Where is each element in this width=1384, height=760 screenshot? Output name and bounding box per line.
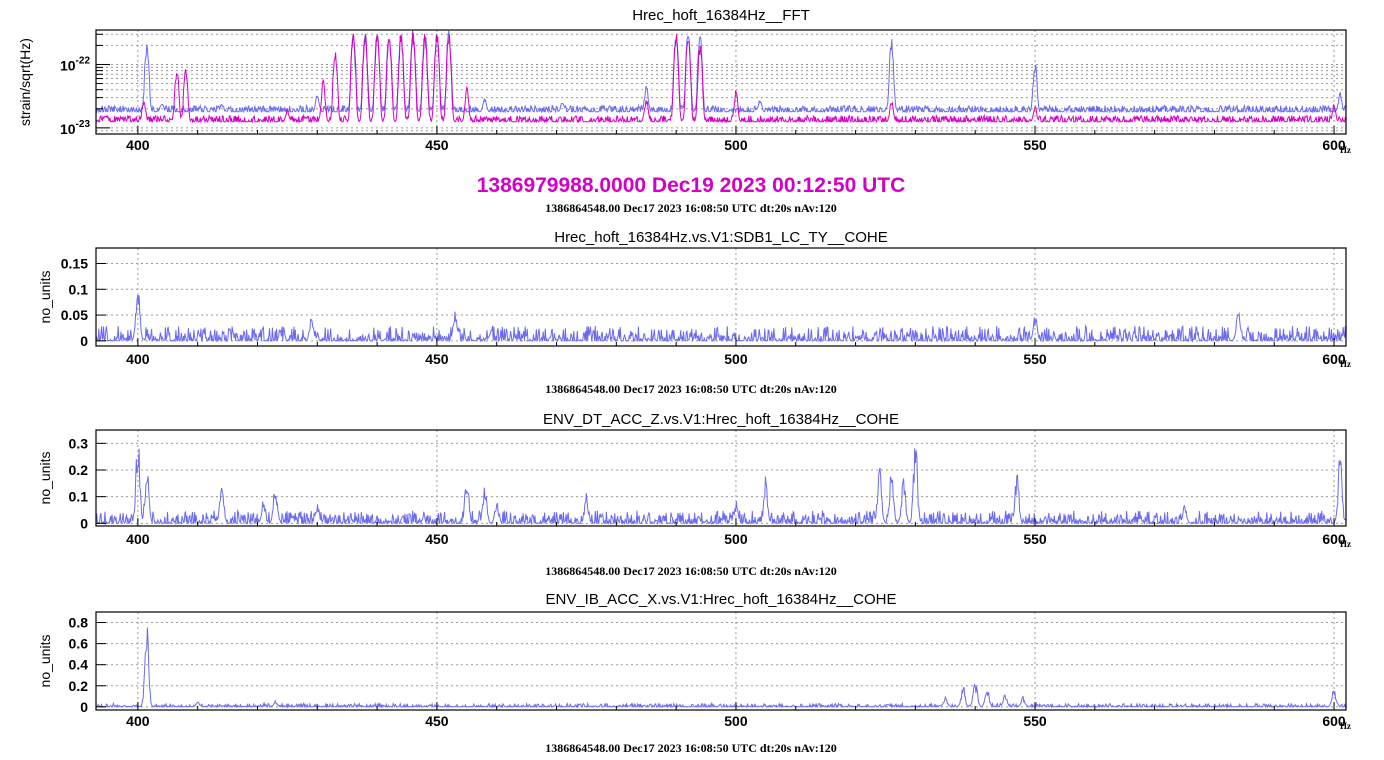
x-axis-unit: Hz	[1340, 359, 1351, 369]
y-tick-label: 0.4	[69, 657, 89, 673]
x-axis-unit: Hz	[1340, 145, 1351, 155]
x-tick-label: 400	[126, 351, 150, 367]
x-tick-label: 450	[425, 351, 449, 367]
y-tick-label: 0.8	[69, 615, 89, 631]
y-tick-label: 0	[80, 333, 88, 349]
x-tick-label: 600	[1322, 531, 1346, 547]
time-stamp: 1386979988.0000 Dec19 2023 00:12:50 UTC	[477, 174, 906, 197]
coherence-panel-ib-acc-x: ENV_IB_ACC_X.vs.V1:Hrec_hoft_16384Hz__CO…	[0, 588, 1384, 760]
x-tick-label: 550	[1023, 531, 1047, 547]
y-tick-label: 0.2	[69, 462, 89, 478]
x-tick-label: 500	[724, 713, 748, 729]
coherence-panel-dt-acc-z: ENV_DT_ACC_Z.vs.V1:Hrec_hoft_16384Hz__CO…	[0, 410, 1384, 582]
chart-footer: 1386864548.00 Dec17 2023 16:08:50 UTC dt…	[545, 382, 836, 396]
x-tick-label: 500	[724, 137, 748, 153]
coherence-panel-sdb1: Hrec_hoft_16384Hz.vs.V1:SDB1_LC_TY__COHE…	[0, 228, 1384, 398]
series-line-1	[95, 30, 1347, 124]
y-axis: 0 0.2 0.4 0.6 0.8 no_units	[37, 615, 106, 715]
x-tick-label: 600	[1322, 713, 1346, 729]
chart-footer: 1386864548.00 Dec17 2023 16:08:50 UTC dt…	[545, 741, 836, 755]
series-line-0	[95, 448, 1347, 526]
x-tick-label: 500	[724, 351, 748, 367]
y-axis-label: no_units	[37, 452, 53, 505]
x-tick-label: 450	[425, 137, 449, 153]
plot-frame	[95, 247, 1347, 347]
series-line-0	[95, 30, 1347, 114]
chart-title: Hrec_hoft_16384Hz.vs.V1:SDB1_LC_TY__COHE	[554, 229, 888, 246]
y-tick-label: 0.15	[61, 255, 88, 271]
y-tick-label: 10-23	[60, 119, 90, 137]
y-axis-label: strain/sqrt(Hz)	[17, 38, 33, 126]
plot-frame	[95, 429, 1347, 527]
grid	[96, 430, 1346, 526]
series-line-0	[95, 294, 1347, 343]
y-tick-label: 10-22	[60, 55, 90, 73]
x-tick-label: 550	[1023, 351, 1047, 367]
y-axis: 0 0.05 0.1 0.15 no_units	[37, 255, 106, 349]
y-axis: 10-23 10-22 strain/sqrt(Hz)	[17, 33, 110, 137]
ib-acc-x-coherence-chart: ENV_IB_ACC_X.vs.V1:Hrec_hoft_16384Hz__CO…	[37, 591, 1351, 755]
y-tick-label: 0.05	[61, 307, 88, 323]
chart-title: ENV_DT_ACC_Z.vs.V1:Hrec_hoft_16384Hz__CO…	[543, 411, 899, 428]
x-tick-label: 450	[425, 713, 449, 729]
chart-footer: 1386864548.00 Dec17 2023 16:08:50 UTC dt…	[545, 201, 836, 214]
x-axis-unit: Hz	[1340, 721, 1351, 731]
grid	[96, 612, 1346, 710]
y-tick-label: 0	[80, 515, 88, 531]
x-tick-label: 400	[126, 531, 150, 547]
plot-frame	[95, 611, 1347, 711]
x-tick-label: 600	[1322, 351, 1346, 367]
x-axis-unit: Hz	[1340, 539, 1351, 549]
chart-title: Hrec_hoft_16384Hz__FFT	[632, 7, 810, 24]
series-line-0	[95, 627, 1347, 709]
x-tick-label: 550	[1023, 713, 1047, 729]
y-axis: 0 0.1 0.2 0.3 no_units	[37, 435, 106, 531]
chart-title: ENV_IB_ACC_X.vs.V1:Hrec_hoft_16384Hz__CO…	[545, 591, 896, 608]
y-tick-label: 0.3	[69, 435, 89, 451]
x-tick-label: 450	[425, 531, 449, 547]
dt-acc-z-coherence-chart: ENV_DT_ACC_Z.vs.V1:Hrec_hoft_16384Hz__CO…	[37, 411, 1351, 578]
y-axis-label: no_units	[37, 635, 53, 688]
y-tick-label: 0.2	[69, 678, 89, 694]
x-tick-label: 550	[1023, 137, 1047, 153]
y-tick-label: 0	[80, 699, 88, 715]
x-tick-label: 400	[126, 137, 150, 153]
y-axis-label: no_units	[37, 271, 53, 324]
x-tick-label: 600	[1322, 137, 1346, 153]
chart-footer: 1386864548.00 Dec17 2023 16:08:50 UTC dt…	[545, 564, 836, 578]
y-tick-label: 0.1	[69, 281, 89, 297]
x-tick-label: 400	[126, 713, 150, 729]
plot-frame	[95, 29, 1347, 135]
y-tick-label: 0.1	[69, 489, 89, 505]
sdb1-coherence-chart: Hrec_hoft_16384Hz.vs.V1:SDB1_LC_TY__COHE…	[37, 229, 1351, 396]
x-tick-label: 500	[724, 531, 748, 547]
fft-panel: Hrec_hoft_16384Hz__FFT 400 450 500 550 600 Hz 1…	[0, 0, 1384, 214]
y-tick-label: 0.6	[69, 636, 89, 652]
